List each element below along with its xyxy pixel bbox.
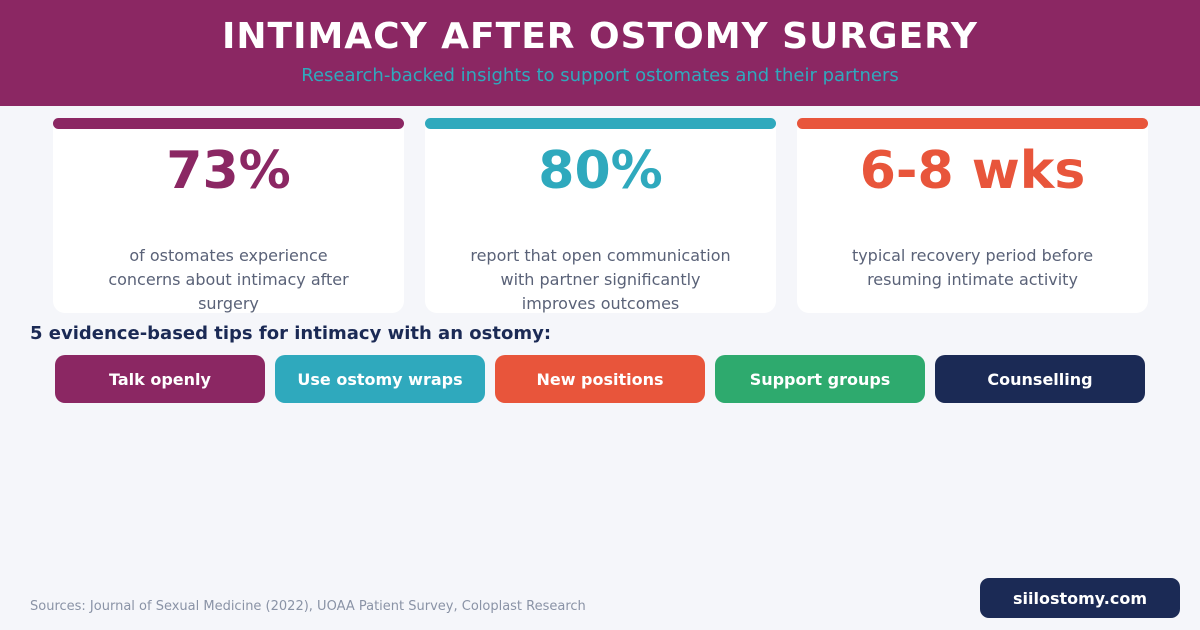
card-accent-bar <box>797 118 1148 129</box>
stat-card: 6-8 wks typical recovery period before r… <box>797 118 1148 313</box>
tip-ostomy-wraps[interactable]: Use ostomy wraps <box>275 355 485 403</box>
tips-heading: 5 evidence-based tips for intimacy with … <box>30 323 552 344</box>
sources-note: Sources: Journal of Sexual Medicine (202… <box>30 599 586 614</box>
header-banner: INTIMACY AFTER OSTOMY SURGERY Research-b… <box>0 0 1200 106</box>
page-subtitle: Research-backed insights to support osto… <box>301 65 899 86</box>
page-title: INTIMACY AFTER OSTOMY SURGERY <box>222 16 978 57</box>
stat-description: report that open communication with part… <box>470 246 731 313</box>
stat-description: typical recovery period before resuming … <box>851 246 1094 289</box>
card-accent-bar <box>425 118 776 129</box>
site-link[interactable]: siilostomy.com <box>980 578 1180 618</box>
tip-new-positions[interactable]: New positions <box>495 355 705 403</box>
stat-value: 80% <box>538 141 663 201</box>
stat-card: 80% report that open communication with … <box>425 118 776 313</box>
stat-value: 6-8 wks <box>859 141 1086 201</box>
tip-talk-openly[interactable]: Talk openly <box>55 355 265 403</box>
stat-value: 73% <box>166 141 291 201</box>
tip-counselling[interactable]: Counselling <box>935 355 1145 403</box>
stat-description: of ostomates experience concerns about i… <box>108 246 349 313</box>
card-accent-bar <box>53 118 404 129</box>
tip-support-groups[interactable]: Support groups <box>715 355 925 403</box>
stat-card: 73% of ostomates experience concerns abo… <box>53 118 404 313</box>
